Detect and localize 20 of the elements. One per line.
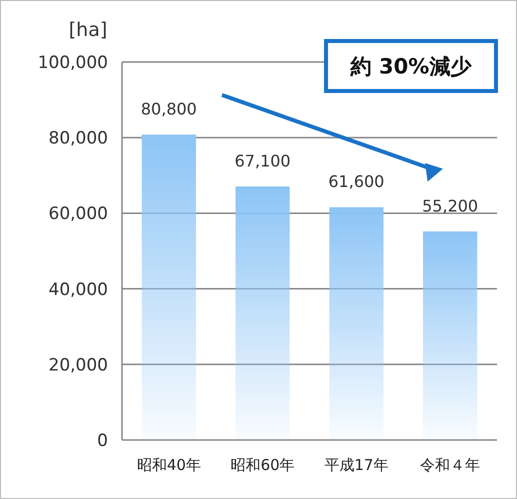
annotation: 約 30%減少 bbox=[350, 54, 472, 78]
y-tick-label: 40,000 bbox=[48, 280, 108, 300]
bar bbox=[235, 186, 290, 440]
data-label: 61,600 bbox=[328, 172, 384, 192]
y-tick-label: 0 bbox=[97, 430, 108, 451]
y-tick-label: 100,000 bbox=[38, 52, 108, 73]
x-tick-label: 平成17年 bbox=[324, 456, 388, 474]
y-tick-label: 20,000 bbox=[48, 355, 108, 376]
bar bbox=[142, 134, 196, 440]
y-tick-label: 60,000 bbox=[48, 204, 108, 224]
data-label: 67,100 bbox=[234, 151, 291, 170]
bar bbox=[422, 231, 478, 440]
bar bbox=[329, 207, 384, 440]
data-label: 55,200 bbox=[422, 196, 478, 216]
x-tick-label: 令和４年 bbox=[420, 456, 480, 474]
x-tick-label: 昭和60年 bbox=[230, 456, 295, 474]
data-label: 80,800 bbox=[140, 100, 197, 119]
y-tick-label: 80,000 bbox=[48, 128, 108, 149]
x-tick-label: 昭和40年 bbox=[136, 456, 201, 474]
y-axis-title: [ha] bbox=[68, 19, 108, 41]
